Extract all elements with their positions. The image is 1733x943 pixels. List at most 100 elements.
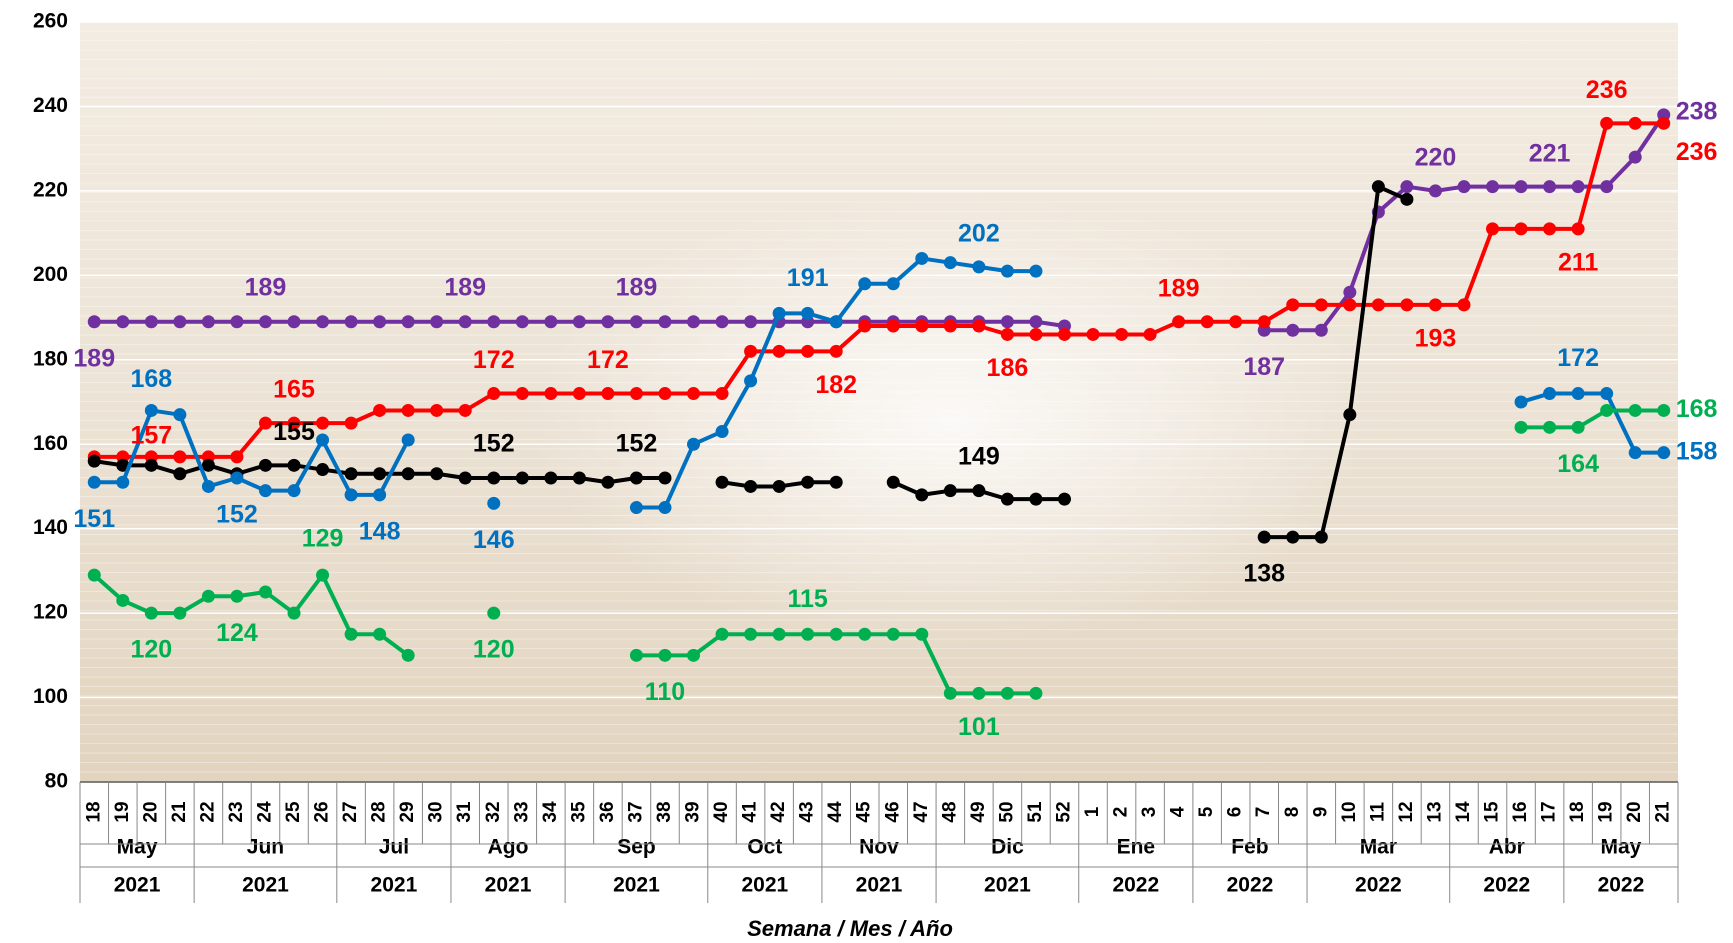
data-point — [744, 627, 758, 641]
data-point — [173, 408, 187, 422]
data-label: 238 — [1676, 97, 1718, 125]
data-point — [1343, 408, 1357, 422]
data-point — [886, 627, 900, 641]
data-point — [544, 315, 558, 329]
x-tick-label: 11 — [1367, 802, 1388, 823]
data-point — [144, 458, 158, 472]
data-point — [258, 484, 272, 498]
data-point — [1086, 327, 1100, 341]
data-point — [316, 416, 330, 430]
data-label: 172 — [1557, 344, 1599, 372]
data-point — [258, 458, 272, 472]
x-tick-label: 31 — [454, 801, 475, 823]
data-point — [1486, 222, 1500, 236]
data-point — [1371, 180, 1385, 194]
data-point — [972, 260, 986, 274]
data-point — [430, 467, 444, 481]
month-label: Sep — [617, 836, 656, 859]
data-point — [316, 568, 330, 582]
data-label: 152 — [473, 430, 515, 458]
month-label: Oct — [747, 836, 782, 859]
data-point — [487, 315, 501, 329]
data-point — [1514, 180, 1528, 194]
data-point — [1600, 116, 1614, 130]
data-point — [401, 403, 415, 417]
data-label: 211 — [1558, 248, 1598, 276]
data-label: 110 — [645, 678, 685, 706]
data-point — [572, 471, 586, 485]
data-point — [1029, 327, 1043, 341]
month-label: Ago — [488, 836, 529, 859]
x-tick-label: 38 — [654, 801, 675, 822]
data-point — [1257, 530, 1271, 544]
data-point — [373, 488, 387, 502]
data-point — [715, 315, 729, 329]
data-label: 149 — [958, 442, 1000, 470]
data-point — [687, 648, 701, 662]
data-point — [687, 437, 701, 451]
x-tick-label: 32 — [483, 801, 504, 822]
data-label: 148 — [359, 517, 401, 545]
year-label: 2021 — [371, 874, 418, 897]
month-label: May — [1600, 836, 1641, 859]
data-label: 220 — [1415, 143, 1457, 171]
data-point — [1628, 446, 1642, 460]
data-label: 115 — [787, 585, 827, 613]
data-point — [1343, 298, 1357, 312]
x-tick-label: 41 — [740, 801, 761, 823]
data-point — [487, 496, 501, 510]
x-tick-label: 21 — [169, 801, 190, 823]
x-tick-label: 4 — [1168, 806, 1189, 817]
data-label: 138 — [1243, 560, 1285, 588]
data-point — [1571, 420, 1585, 434]
data-point — [1457, 298, 1471, 312]
data-point — [1314, 298, 1328, 312]
data-point — [915, 627, 929, 641]
data-label: 221 — [1529, 139, 1571, 167]
data-point — [1657, 116, 1671, 130]
data-point — [943, 319, 957, 333]
year-label: 2022 — [1227, 874, 1274, 897]
x-tick-label: 20 — [1624, 801, 1645, 822]
data-point — [87, 315, 101, 329]
data-point — [915, 488, 929, 502]
year-label: 2021 — [242, 874, 289, 897]
data-label: 155 — [273, 418, 315, 446]
data-point — [515, 471, 529, 485]
data-label: 124 — [216, 619, 258, 647]
year-label: 2022 — [1355, 874, 1402, 897]
data-point — [1428, 298, 1442, 312]
data-point — [287, 458, 301, 472]
data-point — [258, 315, 272, 329]
data-point — [829, 344, 843, 358]
x-tick-label: 13 — [1424, 801, 1445, 822]
year-label: 2022 — [1112, 874, 1159, 897]
data-point — [1314, 323, 1328, 337]
x-tick-label: 9 — [1310, 807, 1331, 818]
data-point — [1229, 315, 1243, 329]
data-point — [230, 589, 244, 603]
data-point — [373, 403, 387, 417]
data-point — [1514, 395, 1528, 409]
data-point — [1000, 264, 1014, 278]
data-point — [658, 501, 672, 515]
data-label: 158 — [1676, 437, 1718, 465]
data-point — [373, 467, 387, 481]
x-tick-label: 43 — [797, 801, 818, 822]
data-point — [886, 319, 900, 333]
data-point — [1514, 222, 1528, 236]
data-point — [344, 416, 358, 430]
data-point — [1029, 492, 1043, 506]
data-point — [458, 315, 472, 329]
y-tick-label: 160 — [33, 432, 68, 455]
data-point — [401, 648, 415, 662]
data-point — [1457, 180, 1471, 194]
x-tick-label: 2 — [1111, 807, 1132, 818]
y-tick-label: 100 — [33, 685, 68, 708]
data-point — [173, 315, 187, 329]
y-tick-label: 80 — [45, 770, 68, 793]
x-tick-label: 25 — [283, 801, 304, 823]
x-tick-label: 44 — [825, 801, 846, 823]
data-point — [287, 416, 301, 430]
data-point — [1343, 285, 1357, 299]
